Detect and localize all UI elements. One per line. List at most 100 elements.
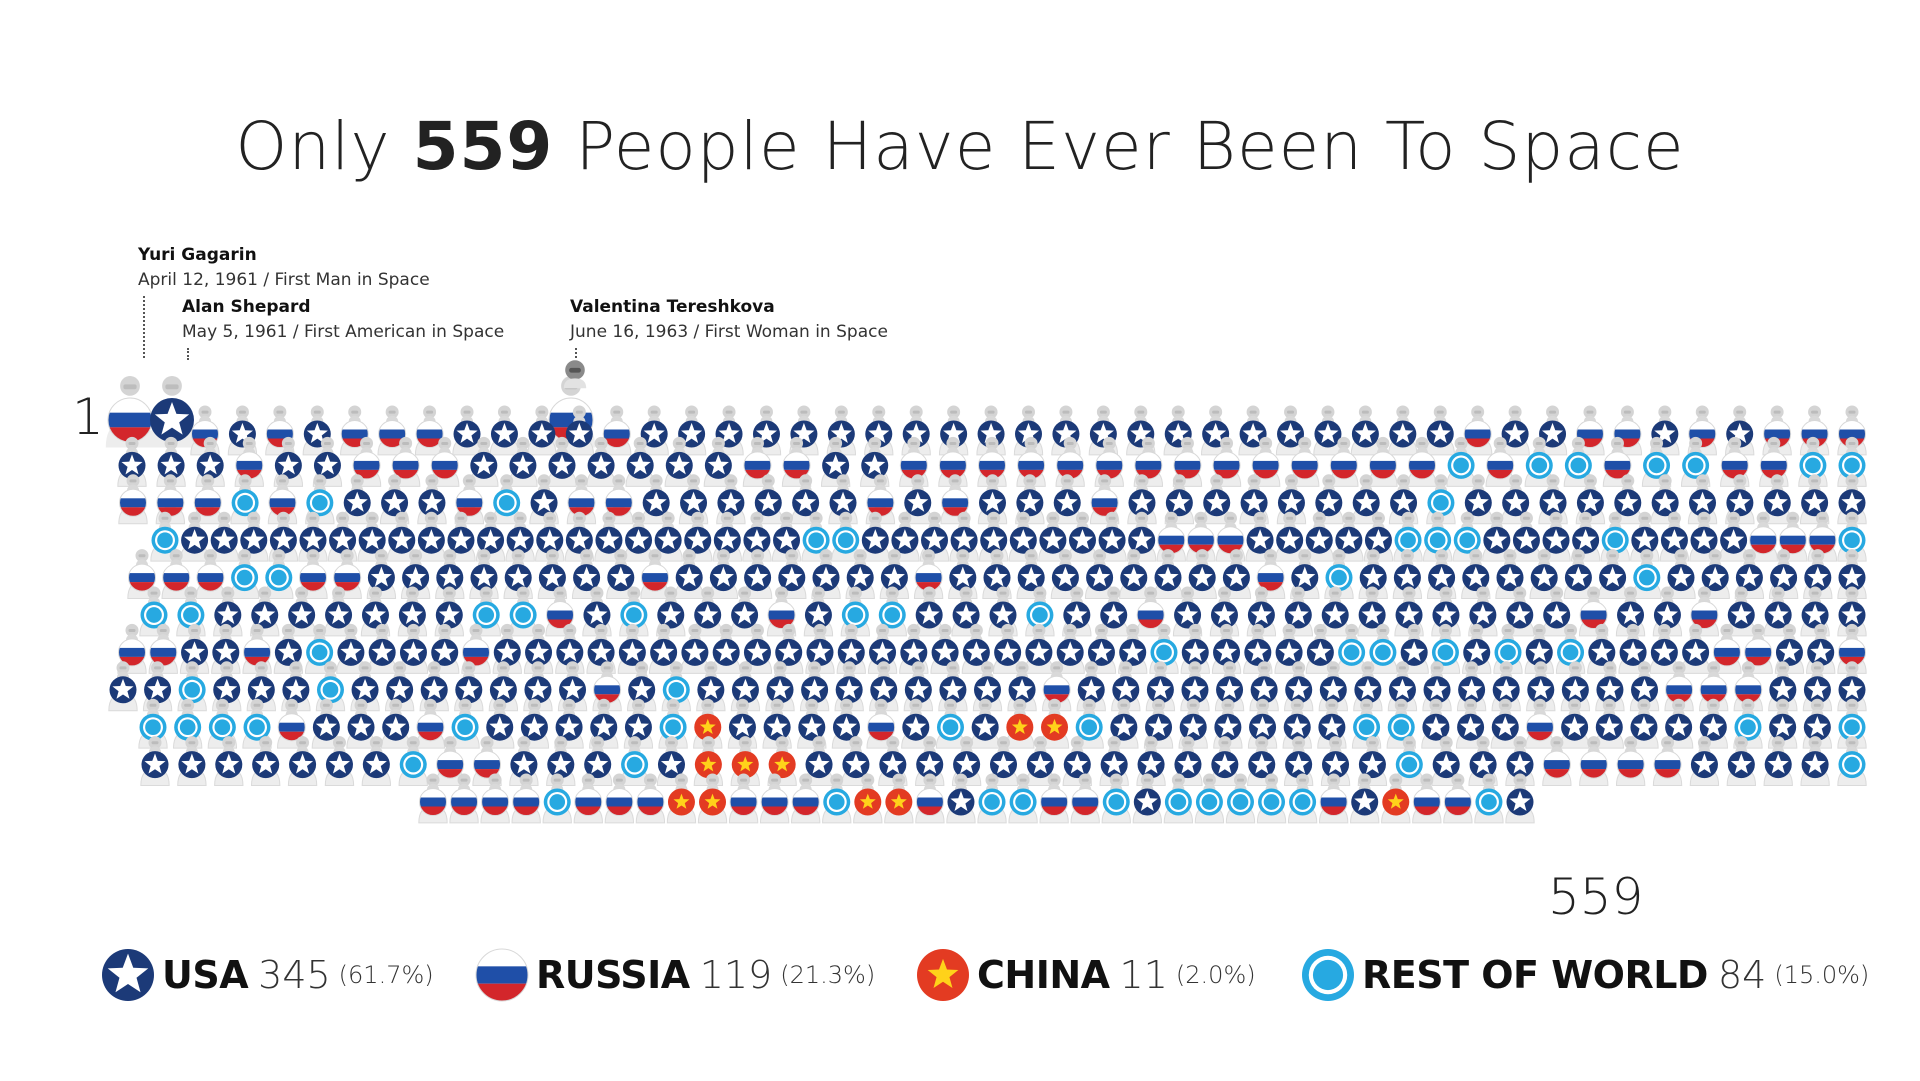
astronaut-10 [414,415,445,456]
astronaut-211 [537,559,568,600]
helmet-4-48 [1777,549,1791,563]
helmet-3-10 [454,511,468,525]
helmet-7-39 [1465,661,1479,675]
helmet-7-40 [1499,661,1513,675]
astronaut-132 [1538,484,1568,525]
helmet-3-31 [1075,511,1089,525]
helmet-2-2 [201,474,215,488]
astronaut-245 [1700,559,1730,600]
helmet-5-39 [1587,586,1601,600]
helmet-5-38 [1550,586,1564,600]
astronaut-459 [324,746,355,787]
astronaut-427 [935,708,966,749]
astronaut-372 [765,671,795,712]
astronaut-68 [860,447,890,487]
helmet-7-5 [289,661,303,675]
astronaut-513 [791,783,821,824]
astronaut-339 [1430,634,1461,674]
astronaut-377 [938,671,968,712]
astronaut-430 [1039,708,1070,749]
astronaut-240 [1529,559,1559,600]
astronaut-437 [1282,708,1312,749]
helmet-7-30 [1153,661,1167,675]
astronaut-471 [767,746,797,787]
helmet-3-36 [1223,511,1237,525]
astronaut-400 [1733,671,1763,712]
astronaut-391 [1422,671,1452,712]
astronaut-51 [195,447,225,487]
helmet-1-8 [438,436,452,450]
helmet-5-3 [258,586,272,600]
astronaut-411 [381,708,411,749]
astronaut-343 [1555,634,1586,674]
astronaut-230 [1187,559,1217,600]
astronaut-501 [418,783,448,824]
helmet-7-25 [981,661,994,675]
helmet-8-10 [493,698,507,712]
astronaut-115 [903,484,933,525]
helmet-2-16 [724,474,738,488]
helmet-4-29 [1127,549,1141,563]
helmet-7-8 [393,661,407,675]
astronaut-209 [469,559,499,600]
astronaut-106 [566,484,597,525]
astronaut-507 [604,783,635,824]
helmet-1-41 [1728,436,1742,450]
astronaut-443 [1490,708,1520,749]
astronaut-202 [229,559,260,600]
helmet-7-42 [1568,661,1582,675]
astronaut-268 [803,596,834,637]
helmet-9-6 [369,736,383,750]
astronaut-299 [179,634,210,674]
helmet-5-24 [1033,586,1047,600]
astronaut-195 [1748,521,1778,562]
helmet-5-2 [221,586,235,600]
astronaut-397 [1629,671,1660,712]
astronaut-246 [1734,559,1765,600]
astronaut-249 [1837,559,1867,600]
helmet-3-28 [987,511,1001,525]
helmet-4-13 [580,549,594,563]
helmet-3-1 [188,511,202,525]
helmet-5-33 [1365,586,1379,600]
helmet-7-46 [1707,661,1721,675]
helmet-2-46 [1845,474,1859,488]
helmet-3-57 [1845,511,1859,525]
astronaut-32 [1238,415,1268,456]
helmet-9-41 [1661,736,1675,750]
astronaut-493 [1579,746,1609,787]
astronaut-502 [449,783,479,824]
astronaut-312 [586,634,616,674]
helmet-4-21 [853,549,867,563]
helmet-6-35 [1220,623,1234,637]
astronaut-189 [1570,521,1601,562]
astronaut-136 [1687,484,1718,525]
legend-china-count: 11 [1119,953,1168,997]
helmet-5-42 [1697,586,1711,600]
helmet-2-6 [350,474,364,488]
astronaut-394 [1526,671,1556,712]
helmet-2-25 [1060,474,1074,488]
helmet-0-1 [235,405,249,419]
helmet-5-28 [1181,586,1195,600]
helmet-8-41 [1568,698,1582,712]
astronaut-374 [834,671,864,712]
astronaut-485 [1283,746,1314,787]
helmet-1-4 [281,436,295,450]
astronaut-133 [1575,484,1606,525]
astronaut-477 [988,746,1019,787]
astronaut-237 [1426,559,1457,600]
astronaut-327 [1055,634,1085,674]
helmet-0-40 [1695,405,1709,419]
astronaut-415 [519,708,550,749]
astronaut-138 [1762,484,1792,525]
helmet-3-37 [1253,511,1267,525]
helmet-9-38 [1550,736,1564,750]
helmet-10-1 [457,773,471,787]
helmet-8-37 [1429,698,1443,712]
astronaut-316 [711,634,741,674]
astronaut-113 [828,484,858,525]
astronaut-500 [1837,746,1867,787]
astronaut-82 [1407,447,1437,487]
helmet-3-29 [1016,511,1030,525]
